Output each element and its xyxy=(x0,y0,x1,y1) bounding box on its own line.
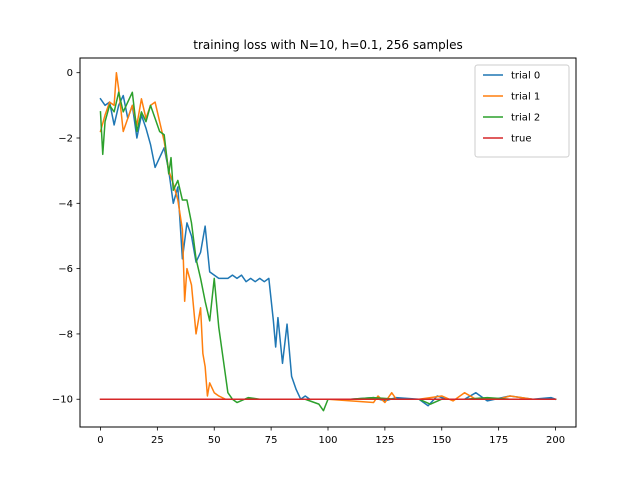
x-axis: 0 25 50 75 100 125 150 175 200 xyxy=(97,427,565,446)
legend-label-trial-2: trial 2 xyxy=(511,113,540,124)
x-tick-label: 50 xyxy=(208,435,221,446)
chart-title: training loss with N=10, h=0.1, 256 samp… xyxy=(193,38,462,52)
x-tick-label: 175 xyxy=(489,435,508,446)
legend-label-true: true xyxy=(511,134,532,145)
y-axis: 0 −2 −4 −6 −8 −10 xyxy=(52,68,80,406)
y-tick-label: −8 xyxy=(58,329,73,340)
series-line-trial-0 xyxy=(99,94,557,407)
x-tick-label: 200 xyxy=(546,435,565,446)
legend: trial 0 trial 1 trial 2 true xyxy=(474,64,570,158)
x-tick-label: 75 xyxy=(265,435,278,446)
legend-label-trial-0: trial 0 xyxy=(511,71,540,82)
y-tick-label: −6 xyxy=(58,264,73,275)
legend-label-trial-1: trial 1 xyxy=(511,92,540,103)
y-tick-label: −4 xyxy=(58,199,73,210)
legend-box xyxy=(474,64,570,158)
x-tick-label: 100 xyxy=(318,435,337,446)
series-layer xyxy=(99,71,557,412)
x-tick-label: 0 xyxy=(97,435,103,446)
y-tick-label: −10 xyxy=(52,395,73,406)
x-tick-label: 25 xyxy=(151,435,164,446)
y-tick-label: −2 xyxy=(58,134,73,145)
x-tick-label: 125 xyxy=(375,435,394,446)
y-tick-label: 0 xyxy=(67,68,73,79)
x-tick-label: 150 xyxy=(432,435,451,446)
